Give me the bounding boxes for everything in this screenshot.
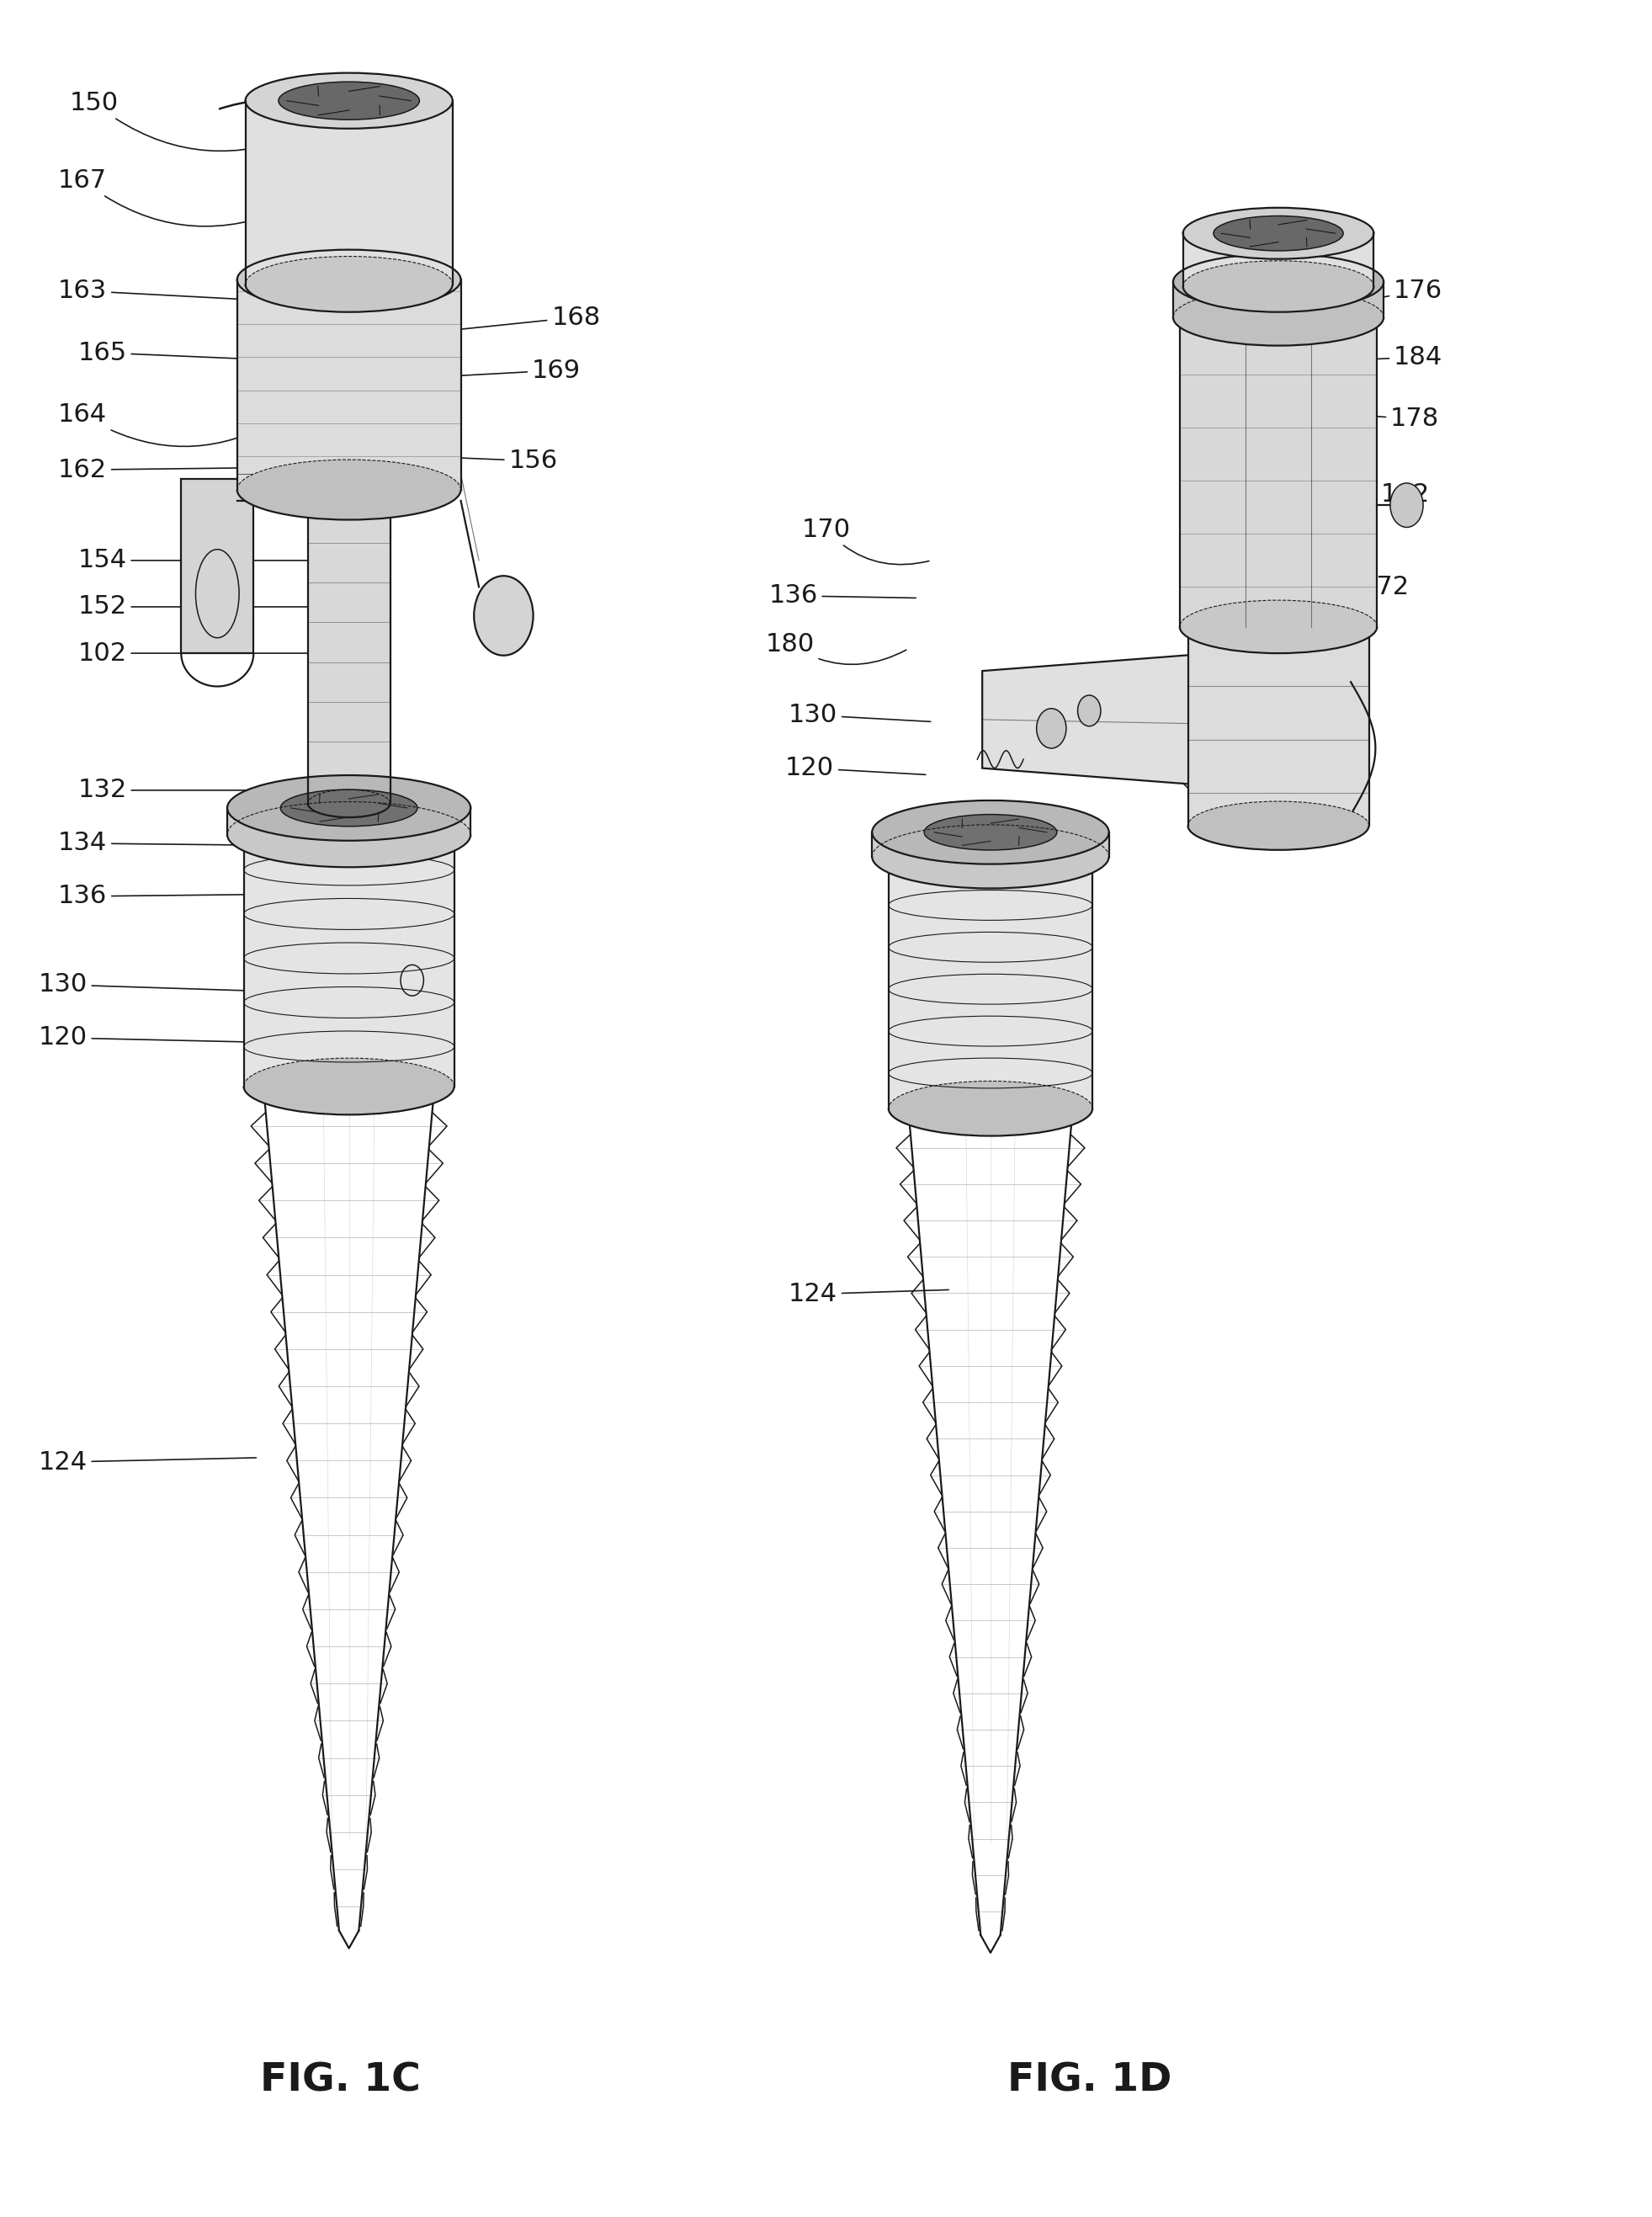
Polygon shape	[228, 807, 471, 834]
Ellipse shape	[872, 800, 1108, 865]
Ellipse shape	[228, 803, 471, 867]
Ellipse shape	[238, 251, 461, 310]
Ellipse shape	[889, 1082, 1092, 1135]
Ellipse shape	[307, 488, 390, 514]
Text: 169: 169	[436, 359, 582, 384]
Ellipse shape	[1173, 253, 1384, 310]
Text: FIG. 1C: FIG. 1C	[261, 2062, 421, 2099]
Text: 102: 102	[78, 641, 327, 665]
Text: 130: 130	[38, 973, 268, 998]
Circle shape	[1036, 709, 1066, 749]
Ellipse shape	[244, 798, 454, 854]
Ellipse shape	[244, 1058, 454, 1115]
Text: 165: 165	[78, 341, 306, 366]
Ellipse shape	[279, 82, 420, 120]
Polygon shape	[1180, 317, 1378, 627]
Polygon shape	[244, 100, 453, 284]
Polygon shape	[1173, 282, 1384, 317]
Text: 162: 162	[58, 457, 268, 481]
Text: 170: 170	[801, 517, 928, 565]
Text: 167: 167	[58, 168, 289, 226]
Ellipse shape	[244, 73, 453, 129]
Circle shape	[1391, 483, 1422, 528]
Text: 136: 136	[768, 583, 915, 607]
Text: 124: 124	[38, 1450, 256, 1474]
Circle shape	[474, 576, 534, 656]
Text: 163: 163	[58, 279, 289, 304]
Polygon shape	[182, 479, 253, 654]
Circle shape	[1077, 696, 1100, 727]
Text: 152: 152	[78, 594, 327, 619]
Ellipse shape	[1183, 208, 1374, 259]
Ellipse shape	[228, 776, 471, 840]
Ellipse shape	[1173, 288, 1384, 346]
Text: FIG. 1D: FIG. 1D	[1008, 2062, 1171, 2099]
Ellipse shape	[872, 825, 1108, 889]
Ellipse shape	[307, 789, 390, 818]
Text: 164: 164	[58, 401, 278, 446]
Text: 172: 172	[1305, 574, 1409, 601]
Polygon shape	[1183, 233, 1374, 286]
Text: 120: 120	[38, 1026, 256, 1051]
Text: 124: 124	[788, 1281, 948, 1306]
Ellipse shape	[1214, 215, 1343, 251]
Text: 130: 130	[788, 703, 930, 727]
Text: 154: 154	[78, 548, 327, 572]
Text: 168: 168	[449, 306, 600, 330]
Text: 150: 150	[69, 91, 306, 151]
Text: 132: 132	[78, 778, 344, 803]
Text: 184: 184	[1322, 346, 1442, 370]
Polygon shape	[872, 831, 1108, 856]
Ellipse shape	[923, 814, 1057, 849]
Polygon shape	[983, 654, 1213, 785]
Ellipse shape	[1188, 603, 1370, 652]
Text: 134: 134	[58, 831, 284, 856]
Ellipse shape	[244, 257, 453, 313]
Polygon shape	[889, 847, 1092, 1108]
Ellipse shape	[238, 459, 461, 519]
Text: 178: 178	[1318, 406, 1439, 430]
Ellipse shape	[281, 789, 418, 827]
Ellipse shape	[889, 820, 1092, 876]
Text: 156: 156	[430, 448, 558, 472]
Polygon shape	[238, 279, 461, 490]
Polygon shape	[244, 825, 454, 1086]
Text: 180: 180	[765, 632, 907, 665]
Ellipse shape	[1188, 800, 1370, 849]
Ellipse shape	[1180, 601, 1378, 654]
Text: 120: 120	[785, 756, 925, 780]
Polygon shape	[1188, 627, 1370, 825]
Text: 176: 176	[1322, 279, 1442, 308]
Text: 182: 182	[1313, 481, 1429, 508]
Text: 174: 174	[1183, 783, 1246, 834]
Text: 136: 136	[58, 885, 284, 909]
Ellipse shape	[1180, 290, 1378, 344]
Ellipse shape	[1183, 262, 1374, 313]
Polygon shape	[307, 501, 390, 803]
